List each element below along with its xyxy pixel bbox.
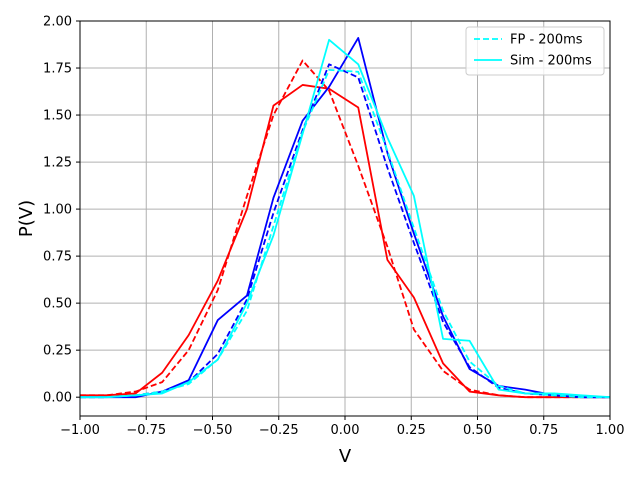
axis-ticks: −1.00 −0.75 −0.50 −0.25 0.00 0.25 0.50 0.75 1.00… xyxy=(43,15,624,439)
x-tick-label: −0.50 xyxy=(193,423,233,438)
x-tick-label: 1.00 xyxy=(596,423,625,438)
series-line-2 xyxy=(80,84,610,399)
series-line-4 xyxy=(80,37,610,399)
legend: FP - 200ms Sim - 200ms xyxy=(465,26,605,76)
y-tick-label: 0.75 xyxy=(43,250,72,265)
x-tick-label: −1.00 xyxy=(60,423,100,438)
legend-label: Sim - 200ms xyxy=(510,54,592,69)
legend-box xyxy=(465,26,605,76)
x-tick-label: 0.50 xyxy=(463,423,492,438)
series-line-6 xyxy=(80,38,611,399)
y-tick-label: 0.50 xyxy=(43,297,72,312)
y-axis-label: P(V) xyxy=(16,200,37,237)
y-tick-label: 0.00 xyxy=(43,391,72,406)
x-tick-label: 0.25 xyxy=(397,423,426,438)
y-tick-label: 1.00 xyxy=(43,203,72,218)
legend-label: FP - 200ms xyxy=(510,33,583,48)
y-tick-label: 2.00 xyxy=(43,15,72,30)
x-tick-label: 0.75 xyxy=(529,423,558,438)
series-layer xyxy=(80,37,611,399)
y-tick-label: 0.25 xyxy=(43,344,72,359)
x-tick-label: −0.25 xyxy=(259,423,299,438)
y-tick-label: 1.50 xyxy=(43,109,72,124)
y-tick-label: 1.25 xyxy=(43,156,72,171)
x-tick-label: −0.75 xyxy=(126,423,166,438)
x-axis-label: V xyxy=(339,446,352,467)
y-tick-label: 1.75 xyxy=(43,62,72,77)
series-line-3 xyxy=(80,63,610,399)
x-tick-label: 0.00 xyxy=(331,423,360,438)
